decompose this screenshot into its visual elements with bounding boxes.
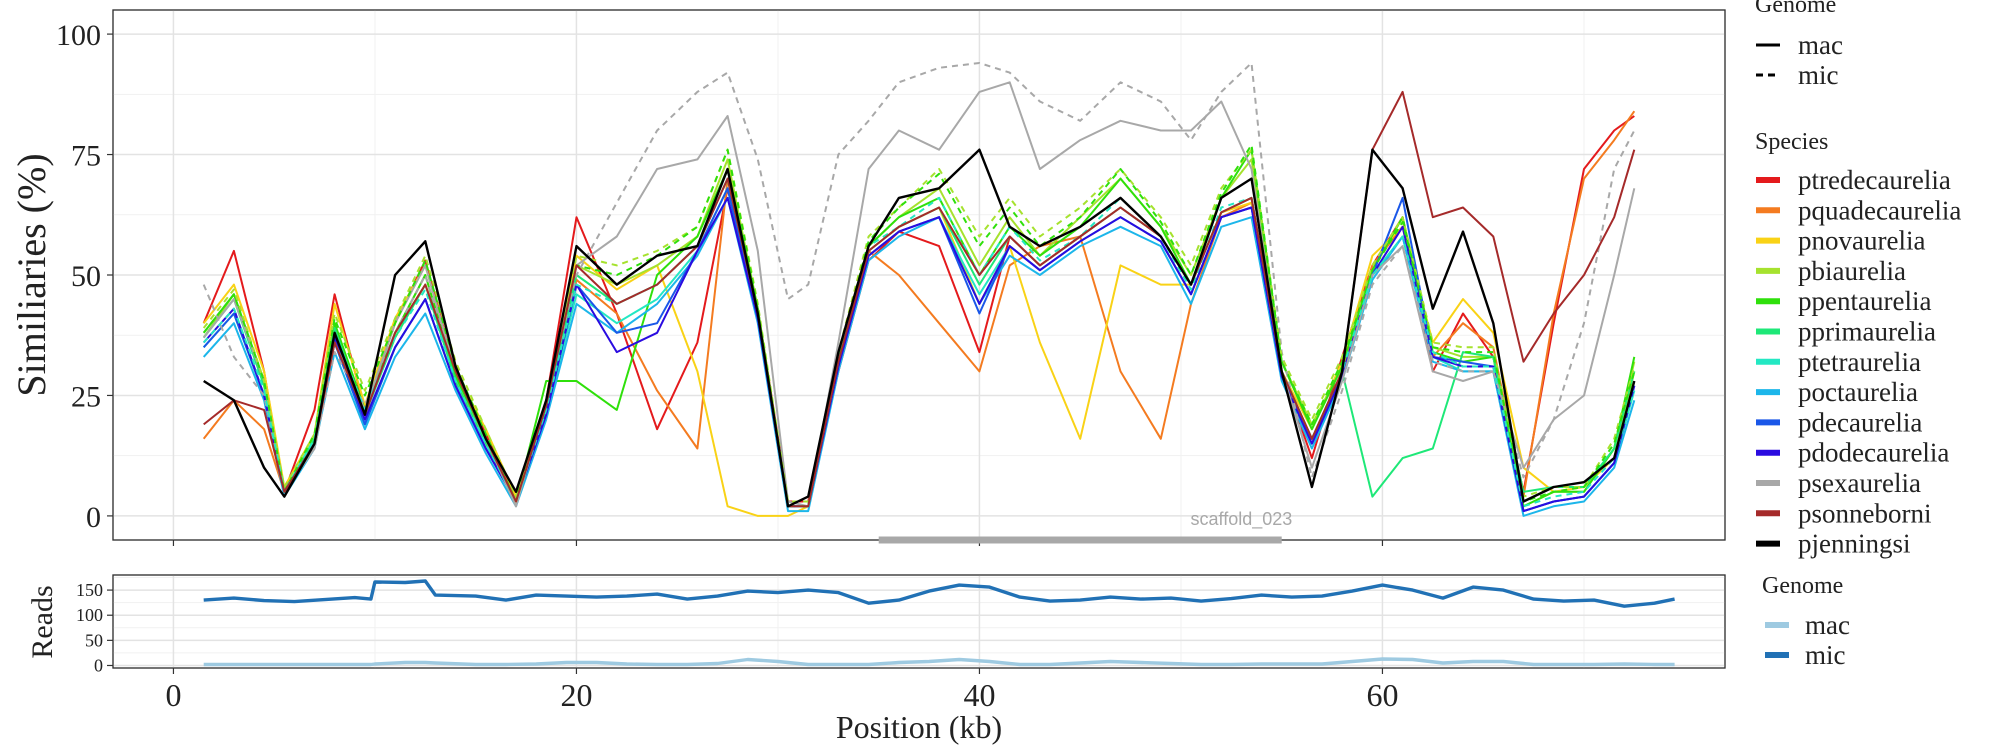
reads-grid: [113, 575, 1725, 668]
legend-label-pprimaurelia: pprimaurelia: [1798, 317, 1936, 347]
reads-y-label: Reads: [26, 585, 59, 658]
reads-series: [203, 579, 1675, 667]
y-tick-label: 0: [86, 501, 101, 534]
legend-label-pbiaurelia: pbiaurelia: [1798, 256, 1906, 286]
series-line-psonneborni-mac: [203, 90, 1636, 508]
legend-species: Species ptredecaureliapquadecaureliapnov…: [1755, 129, 1961, 559]
legend-genome-mic: mic: [1798, 60, 1839, 90]
similarity-y-label: Similiaries (%): [9, 153, 54, 396]
legend-label-psonneborni: psonneborni: [1798, 498, 1931, 528]
legend-label-pquadecaurelia: pquadecaurelia: [1798, 195, 1961, 225]
y-tick-label: 50: [71, 260, 101, 293]
series-line-pjenningsi-mac: [203, 148, 1636, 508]
legend-label-ptredecaurelia: ptredecaurelia: [1798, 165, 1951, 195]
legend-genome-linetype: Genome mac mic: [1755, 0, 1843, 90]
legend-label-pjenningsi: pjenningsi: [1798, 529, 1911, 559]
x-tick-label: 20: [560, 677, 592, 713]
legend-label-pnovaurelia: pnovaurelia: [1798, 226, 1925, 256]
series-line-ppentaurelia-mic: [202, 143, 1636, 508]
y-tick-label: 0: [94, 655, 103, 675]
legend-reads-title: Genome: [1762, 573, 1843, 599]
y-tick-label: 50: [85, 630, 103, 650]
legend-genome-mac: mac: [1798, 30, 1843, 60]
legend-label-pdecaurelia: pdecaurelia: [1798, 407, 1922, 437]
reads-legend-label-mac: mac: [1805, 610, 1850, 640]
reads-frame: [112, 574, 1726, 669]
x-tick-label: 0: [165, 677, 181, 713]
legend-species-title: Species: [1755, 129, 1828, 155]
x-tick-label: 40: [963, 677, 995, 713]
legend-label-poctaurelia: poctaurelia: [1798, 377, 1918, 407]
series-line-psexaurelia-mic: [202, 62, 1636, 508]
x-axis-label: Position (kb): [836, 709, 1002, 745]
legend-label-pdodecaurelia: pdodecaurelia: [1798, 438, 1949, 468]
reads-legend-label-mic: mic: [1805, 640, 1846, 670]
reads-y-axis: 0 50 100 150: [76, 580, 113, 675]
legend-label-psexaurelia: psexaurelia: [1798, 468, 1921, 498]
scaffold-annotation: scaffold_023: [878, 509, 1293, 544]
legend-genome-title: Genome: [1755, 0, 1836, 18]
x-tick-label: 60: [1366, 677, 1398, 713]
y-tick-label: 150: [76, 580, 103, 600]
series-line-psexaurelia-mac: [202, 81, 1636, 508]
series-line-pdodecaurelia-mac: [202, 196, 1636, 513]
scaffold-label: scaffold_023: [1191, 509, 1293, 530]
legend-label-ppentaurelia: ppentaurelia: [1798, 286, 1931, 316]
series-line-pbiaurelia-mic: [202, 148, 1636, 503]
y-tick-label: 25: [71, 380, 101, 413]
reads-x-axis: 0 20 40 60: [165, 668, 1398, 713]
reads-line-mac: [203, 657, 1675, 667]
y-tick-label: 100: [56, 19, 101, 52]
y-tick-label: 75: [71, 140, 101, 173]
legend-label-ptetraurelia: ptetraurelia: [1798, 347, 1921, 377]
reads-line-mic: [203, 579, 1675, 608]
similarity-series: [202, 62, 1636, 517]
similarity-y-axis: 0 25 50 75 100: [56, 19, 113, 534]
y-tick-label: 100: [76, 605, 103, 625]
